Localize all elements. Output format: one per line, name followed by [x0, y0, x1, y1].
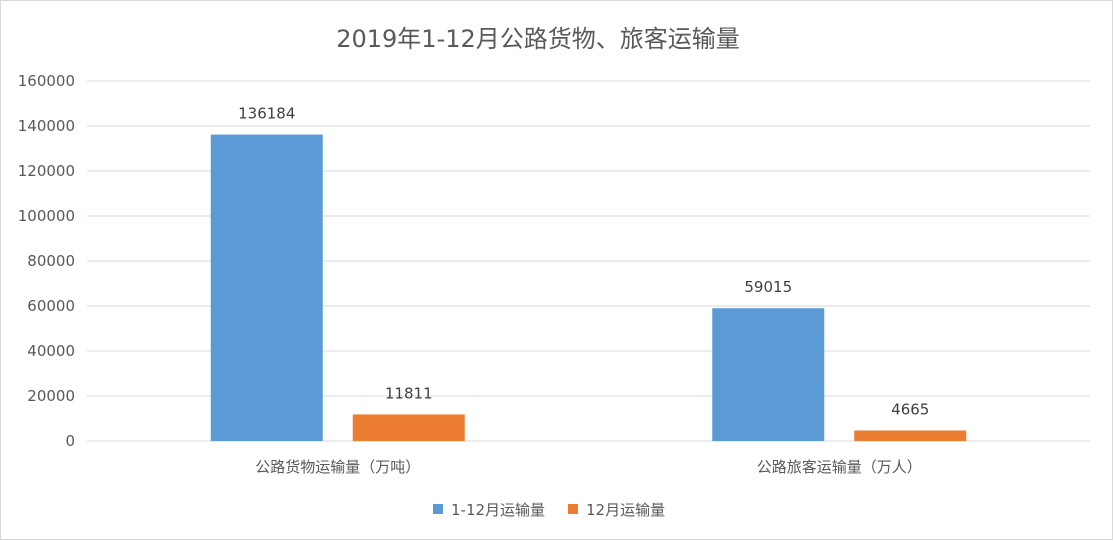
y-tick-label: 100000	[18, 207, 75, 225]
bar-december-passenger	[854, 430, 967, 441]
legend-swatch	[433, 504, 443, 514]
y-tick-label: 40000	[27, 342, 75, 360]
y-tick-label: 80000	[27, 252, 75, 270]
x-axis-category-labels: 公路货物运输量（万吨） 公路旅客运输量（万人）	[255, 458, 922, 476]
legend-swatch	[568, 504, 578, 514]
chart-title: 2019年1-12月公路货物、旅客运输量	[336, 25, 740, 53]
bar-december-freight	[352, 414, 465, 441]
legend-label: 1-12月运输量	[451, 501, 545, 519]
y-tick-label: 160000	[18, 72, 75, 90]
data-label: 4665	[891, 401, 929, 419]
legend-label: 12月运输量	[586, 501, 665, 519]
data-label: 11811	[385, 384, 433, 402]
y-axis-tick-labels: 0 20000 40000 60000 80000 100000 120000 140000 1…	[18, 72, 75, 450]
legend: 1-12月运输量 12月运输量	[433, 501, 665, 519]
bar-annual-passenger	[712, 308, 825, 441]
x-category-label: 公路旅客运输量（万人）	[757, 458, 922, 476]
data-label: 59015	[744, 278, 792, 296]
data-label: 136184	[238, 105, 295, 123]
y-tick-label: 120000	[18, 162, 75, 180]
y-tick-label: 0	[65, 432, 75, 450]
y-tick-label: 60000	[27, 297, 75, 315]
bars	[210, 134, 967, 441]
y-tick-label: 20000	[27, 387, 75, 405]
data-labels: 136184 11811 59015 4665	[238, 105, 929, 419]
x-category-label: 公路货物运输量（万吨）	[255, 458, 420, 476]
bar-annual-freight	[210, 134, 323, 441]
y-tick-label: 140000	[18, 117, 75, 135]
